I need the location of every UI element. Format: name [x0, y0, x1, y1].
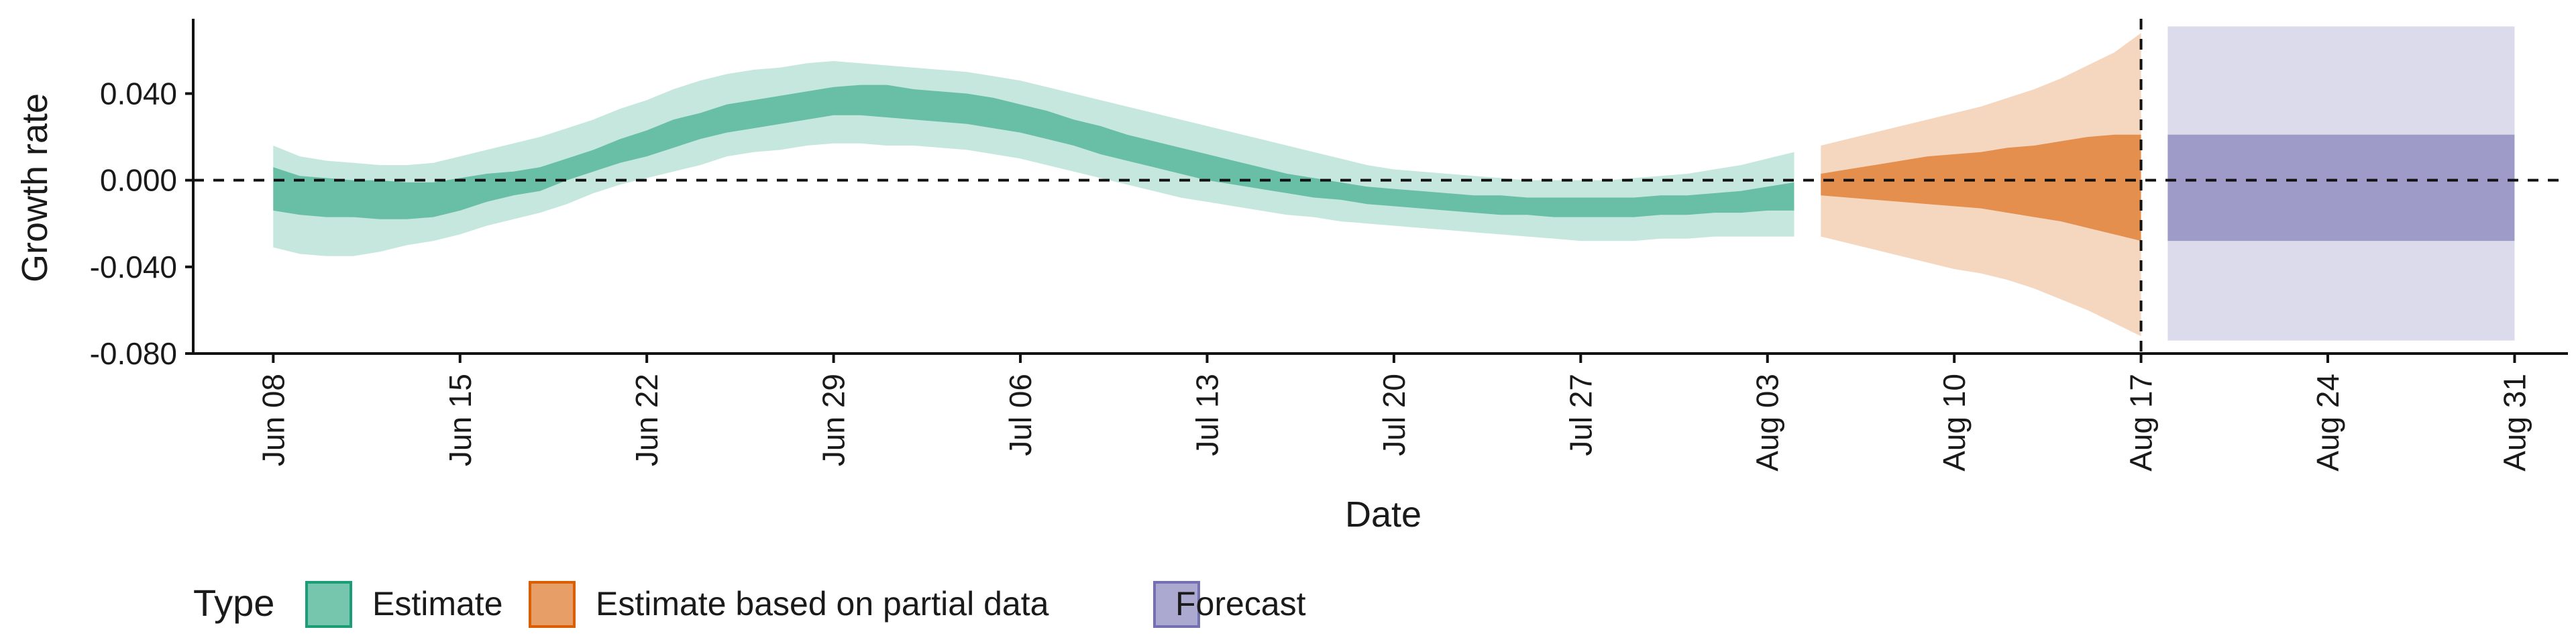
forecast-inner-band: [2167, 134, 2515, 241]
x-tick-label: Jun 15: [443, 374, 478, 466]
y-tick-label: -0.040: [90, 250, 177, 284]
estimate-based-on-partial-data-inner-band: [1821, 134, 2141, 241]
y-tick-label: -0.080: [90, 336, 177, 371]
legend: Type Estimate Estimate based on partial …: [193, 581, 1306, 628]
x-tick-label: Aug 24: [2310, 374, 2345, 472]
x-tick-label: Aug 10: [1937, 374, 1972, 472]
y-tick-label: 0.040: [100, 76, 177, 111]
x-tick-label: Aug 03: [1750, 374, 1785, 472]
legend-label-partial: Estimate based on partial data: [596, 585, 1049, 623]
x-tick-label: Aug 17: [2124, 374, 2159, 472]
y-tick-label: 0.000: [100, 163, 177, 198]
x-tick-label: Jun 22: [629, 374, 664, 466]
axes: -0.080 -0.040 0.000 0.040 Jun 08 Jun 15 Jun 22…: [90, 19, 2568, 472]
legend-label-estimate: Estimate: [372, 585, 503, 623]
x-tick-label: Jul 06: [1003, 374, 1038, 456]
x-tick-label: Jun 29: [816, 374, 851, 466]
x-tick-label: Jul 27: [1563, 374, 1598, 456]
x-tick-label: Jul 13: [1190, 374, 1225, 456]
legend-title: Type: [193, 582, 274, 624]
x-tick-label: Aug 31: [2497, 374, 2532, 472]
legend-label-forecast: Forecast: [1175, 585, 1306, 623]
estimate-outer-band: [273, 61, 1794, 256]
legend-swatch-partial: [529, 581, 576, 628]
legend-swatch-estimate: [305, 581, 352, 628]
y-axis-title: Growth rate: [15, 93, 55, 282]
x-tick-label: Jun 08: [256, 374, 290, 466]
legend-swatch-forecast: [1153, 581, 1200, 628]
x-axis-title: Date: [1345, 494, 1421, 535]
reference-lines: [193, 19, 2568, 354]
x-tick-label: Jul 20: [1377, 374, 1411, 456]
estimate-inner-band: [273, 85, 1794, 219]
ribbon-layer: [273, 26, 2515, 341]
